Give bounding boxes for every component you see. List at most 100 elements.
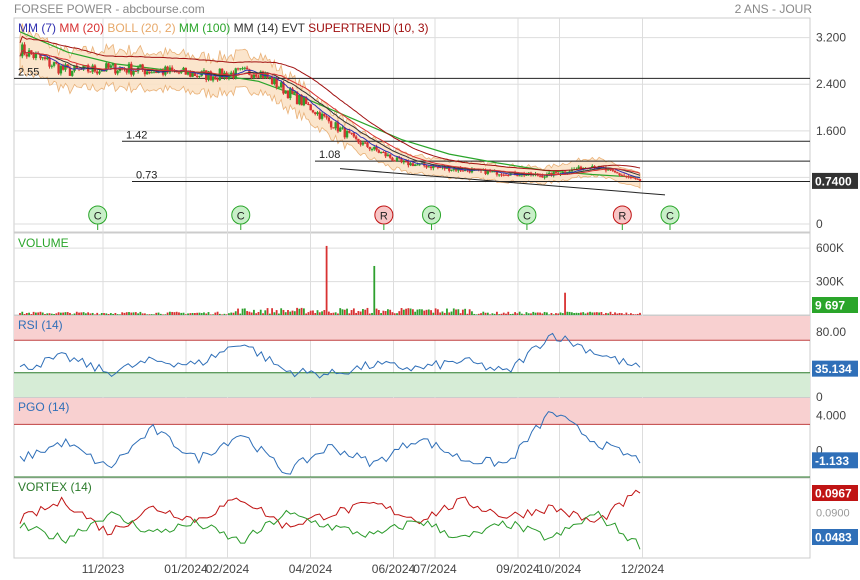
volume-bar	[162, 314, 164, 315]
volume-bar	[505, 313, 507, 315]
volume-bar	[593, 312, 596, 315]
volume-bar	[337, 313, 339, 315]
candle-body	[379, 152, 383, 154]
candle-body	[561, 171, 564, 174]
candle-body	[402, 161, 406, 163]
volume-bar	[280, 308, 283, 315]
candle-body	[311, 110, 315, 113]
volume-bar	[348, 313, 351, 315]
volume-bar	[205, 313, 208, 315]
volume-bar	[107, 314, 110, 315]
candle-body	[329, 121, 333, 128]
volume-bar	[516, 313, 519, 315]
volume-bar	[121, 312, 124, 315]
x-tick-label: 07/2024	[413, 562, 457, 576]
volume-bar	[382, 310, 385, 315]
volume-bar	[237, 308, 239, 315]
volume-bar	[62, 312, 65, 315]
volume-bar	[566, 311, 569, 315]
volume-bar	[253, 309, 255, 315]
candle-body	[504, 174, 508, 176]
volume-bar	[611, 314, 614, 315]
volume-bar	[577, 312, 580, 315]
candle-body	[495, 170, 499, 175]
legend-entry: MM (20)	[59, 21, 107, 35]
volume-bar	[284, 312, 287, 315]
support-level-label: 1.08	[319, 149, 340, 161]
candle-body	[502, 174, 505, 176]
volume-bar	[514, 312, 516, 315]
candle-body	[438, 166, 442, 168]
volume-bar	[500, 313, 503, 315]
candle-body	[198, 75, 201, 77]
rsi-last-value: 35.134	[815, 362, 852, 376]
volume-bar	[377, 309, 380, 315]
volume-bar	[323, 310, 326, 315]
volume-last-value-bg	[812, 297, 858, 313]
x-tick-label: 02/2024	[206, 562, 250, 576]
volume-last-value: 9 697	[815, 299, 845, 313]
volume-bar	[150, 314, 153, 315]
volume-bar	[266, 308, 269, 315]
volume-bar	[21, 311, 24, 315]
volume-bar	[132, 312, 135, 315]
candle-body	[334, 122, 337, 129]
candle-body	[257, 76, 260, 78]
volume-bar	[602, 314, 605, 315]
candle-body	[200, 71, 203, 76]
candle-body	[450, 169, 453, 171]
x-tick-label: 06/2024	[372, 562, 416, 576]
y-tick-label: 80.00	[816, 325, 846, 339]
volume-bar	[212, 314, 214, 315]
volume-bar	[128, 312, 130, 315]
volume-bar	[125, 312, 128, 315]
volume-bar	[166, 312, 169, 315]
volume-bar	[570, 312, 573, 315]
volume-bar	[443, 312, 446, 315]
support-level-label: 2.55	[18, 66, 39, 78]
volume-bar	[282, 309, 285, 315]
volume-bar	[509, 313, 512, 315]
volume-bar	[293, 311, 296, 315]
rsi-line	[19, 332, 641, 379]
candle-body	[289, 88, 292, 99]
volume-bar	[341, 309, 344, 315]
candle-body	[404, 161, 408, 163]
volume-bar	[598, 312, 601, 315]
event-marker-r: R	[612, 205, 632, 230]
candle-body	[413, 164, 417, 167]
candle-body	[320, 113, 324, 119]
event-label: R	[618, 211, 626, 223]
candle-body	[543, 176, 546, 178]
candle-body	[96, 71, 99, 74]
volume-bar	[198, 312, 201, 315]
event-marker-c: C	[660, 205, 680, 230]
candle-body	[254, 74, 258, 77]
volume-bar	[69, 312, 71, 315]
candle-body	[436, 166, 440, 168]
vortex-last-value-bg	[812, 485, 858, 501]
volume-bar	[41, 312, 44, 315]
vortex-last-value: 0.0483	[815, 531, 852, 545]
candle-body	[177, 72, 181, 74]
volume-bar	[318, 312, 321, 315]
candle-body	[354, 136, 358, 139]
volume-bar	[25, 313, 28, 315]
volume-bar	[300, 307, 303, 315]
volume-bar	[473, 313, 476, 315]
candle-body	[429, 166, 433, 169]
x-tick-label: 10/2024	[538, 562, 582, 576]
candle-body	[155, 71, 158, 74]
volume-bar	[273, 312, 276, 315]
candle-body	[293, 91, 296, 94]
candle-body	[454, 168, 458, 171]
candle-body	[609, 169, 612, 171]
candle-body	[239, 68, 242, 70]
volume-bar	[564, 292, 566, 315]
volume-bar	[103, 313, 105, 315]
candle-body	[268, 77, 272, 79]
price-legend: MM (7) MM (20) BOLL (20, 2) MM (100) MM …	[18, 21, 429, 35]
candle-body	[75, 65, 78, 69]
volume-bar	[44, 314, 46, 315]
